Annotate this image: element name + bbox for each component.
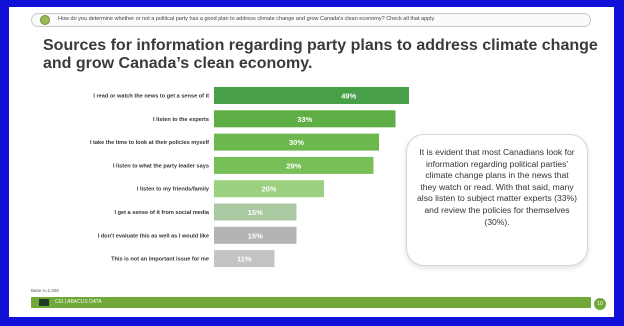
bar [214, 203, 297, 221]
category-label: I don't evaluate this as well as I would… [98, 233, 209, 239]
bar [214, 110, 396, 128]
bar-value-label: 33% [297, 115, 312, 124]
bar-value-label: 49% [341, 92, 356, 101]
category-label: I listen to the experts [153, 117, 209, 123]
slide-title: Sources for information regarding party … [43, 37, 598, 72]
bar [214, 156, 374, 174]
bar-value-label: 15% [248, 231, 263, 240]
base-note: Base n=1,000 [31, 288, 59, 293]
bar [214, 226, 297, 244]
bar-chart: I read or watch the news to get a sense … [90, 87, 409, 268]
footer-bar: CEI | ABACUS DATA [31, 297, 591, 308]
category-label: I take the time to look at their policie… [90, 140, 209, 146]
footer-text: CEI | ABACUS DATA [55, 299, 102, 305]
category-label: I listen to my friends/family [137, 187, 210, 193]
question-bar: How do you determine whether or not a po… [31, 13, 591, 27]
bar [214, 87, 409, 104]
bar [214, 250, 275, 268]
question-icon [40, 15, 50, 25]
category-label: I get a sense of it from social media [114, 210, 209, 216]
category-label: This is not an important issue for me [111, 257, 209, 263]
category-label: I read or watch the news to get a sense … [93, 94, 209, 100]
bar-value-label: 29% [286, 161, 301, 170]
bar-value-label: 15% [248, 208, 263, 217]
bar-value-label: 11% [237, 255, 252, 264]
bar-value-label: 20% [261, 185, 276, 194]
question-text: How do you determine whether or not a po… [58, 16, 435, 22]
page-number: 10 [594, 298, 606, 310]
bar [214, 133, 379, 151]
bar-value-label: 30% [289, 138, 304, 147]
bar [214, 180, 324, 198]
footer-logo [39, 299, 49, 306]
insight-callout: It is evident that most Canadians look f… [406, 134, 588, 266]
slide: How do you determine whether or not a po… [9, 7, 614, 317]
category-label: I listen to what the party leader says [113, 163, 209, 169]
